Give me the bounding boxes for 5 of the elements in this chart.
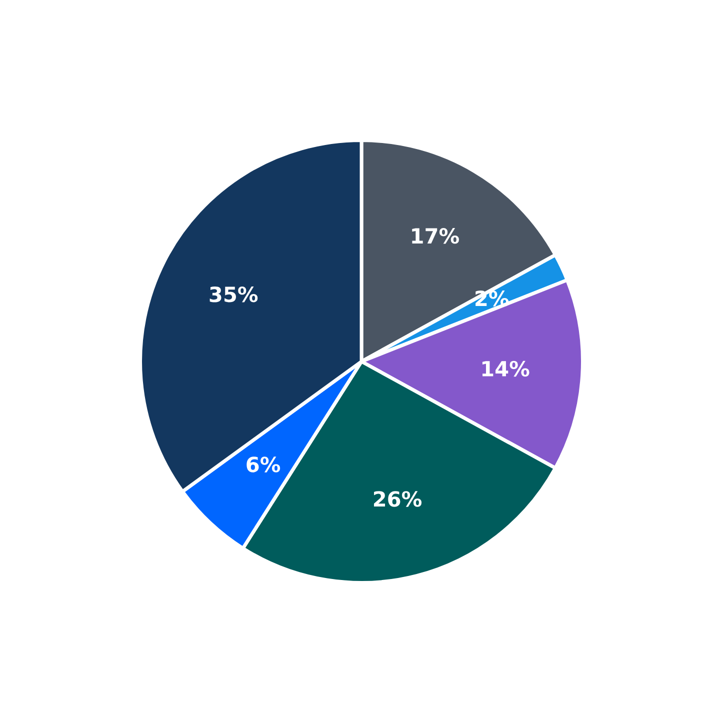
data-label: 17%: [412, 228, 459, 244]
data-label: 35%: [210, 286, 258, 302]
data-label: 14%: [482, 360, 530, 377]
data-label: 6%: [246, 456, 280, 472]
data-label: 26%: [374, 491, 422, 507]
